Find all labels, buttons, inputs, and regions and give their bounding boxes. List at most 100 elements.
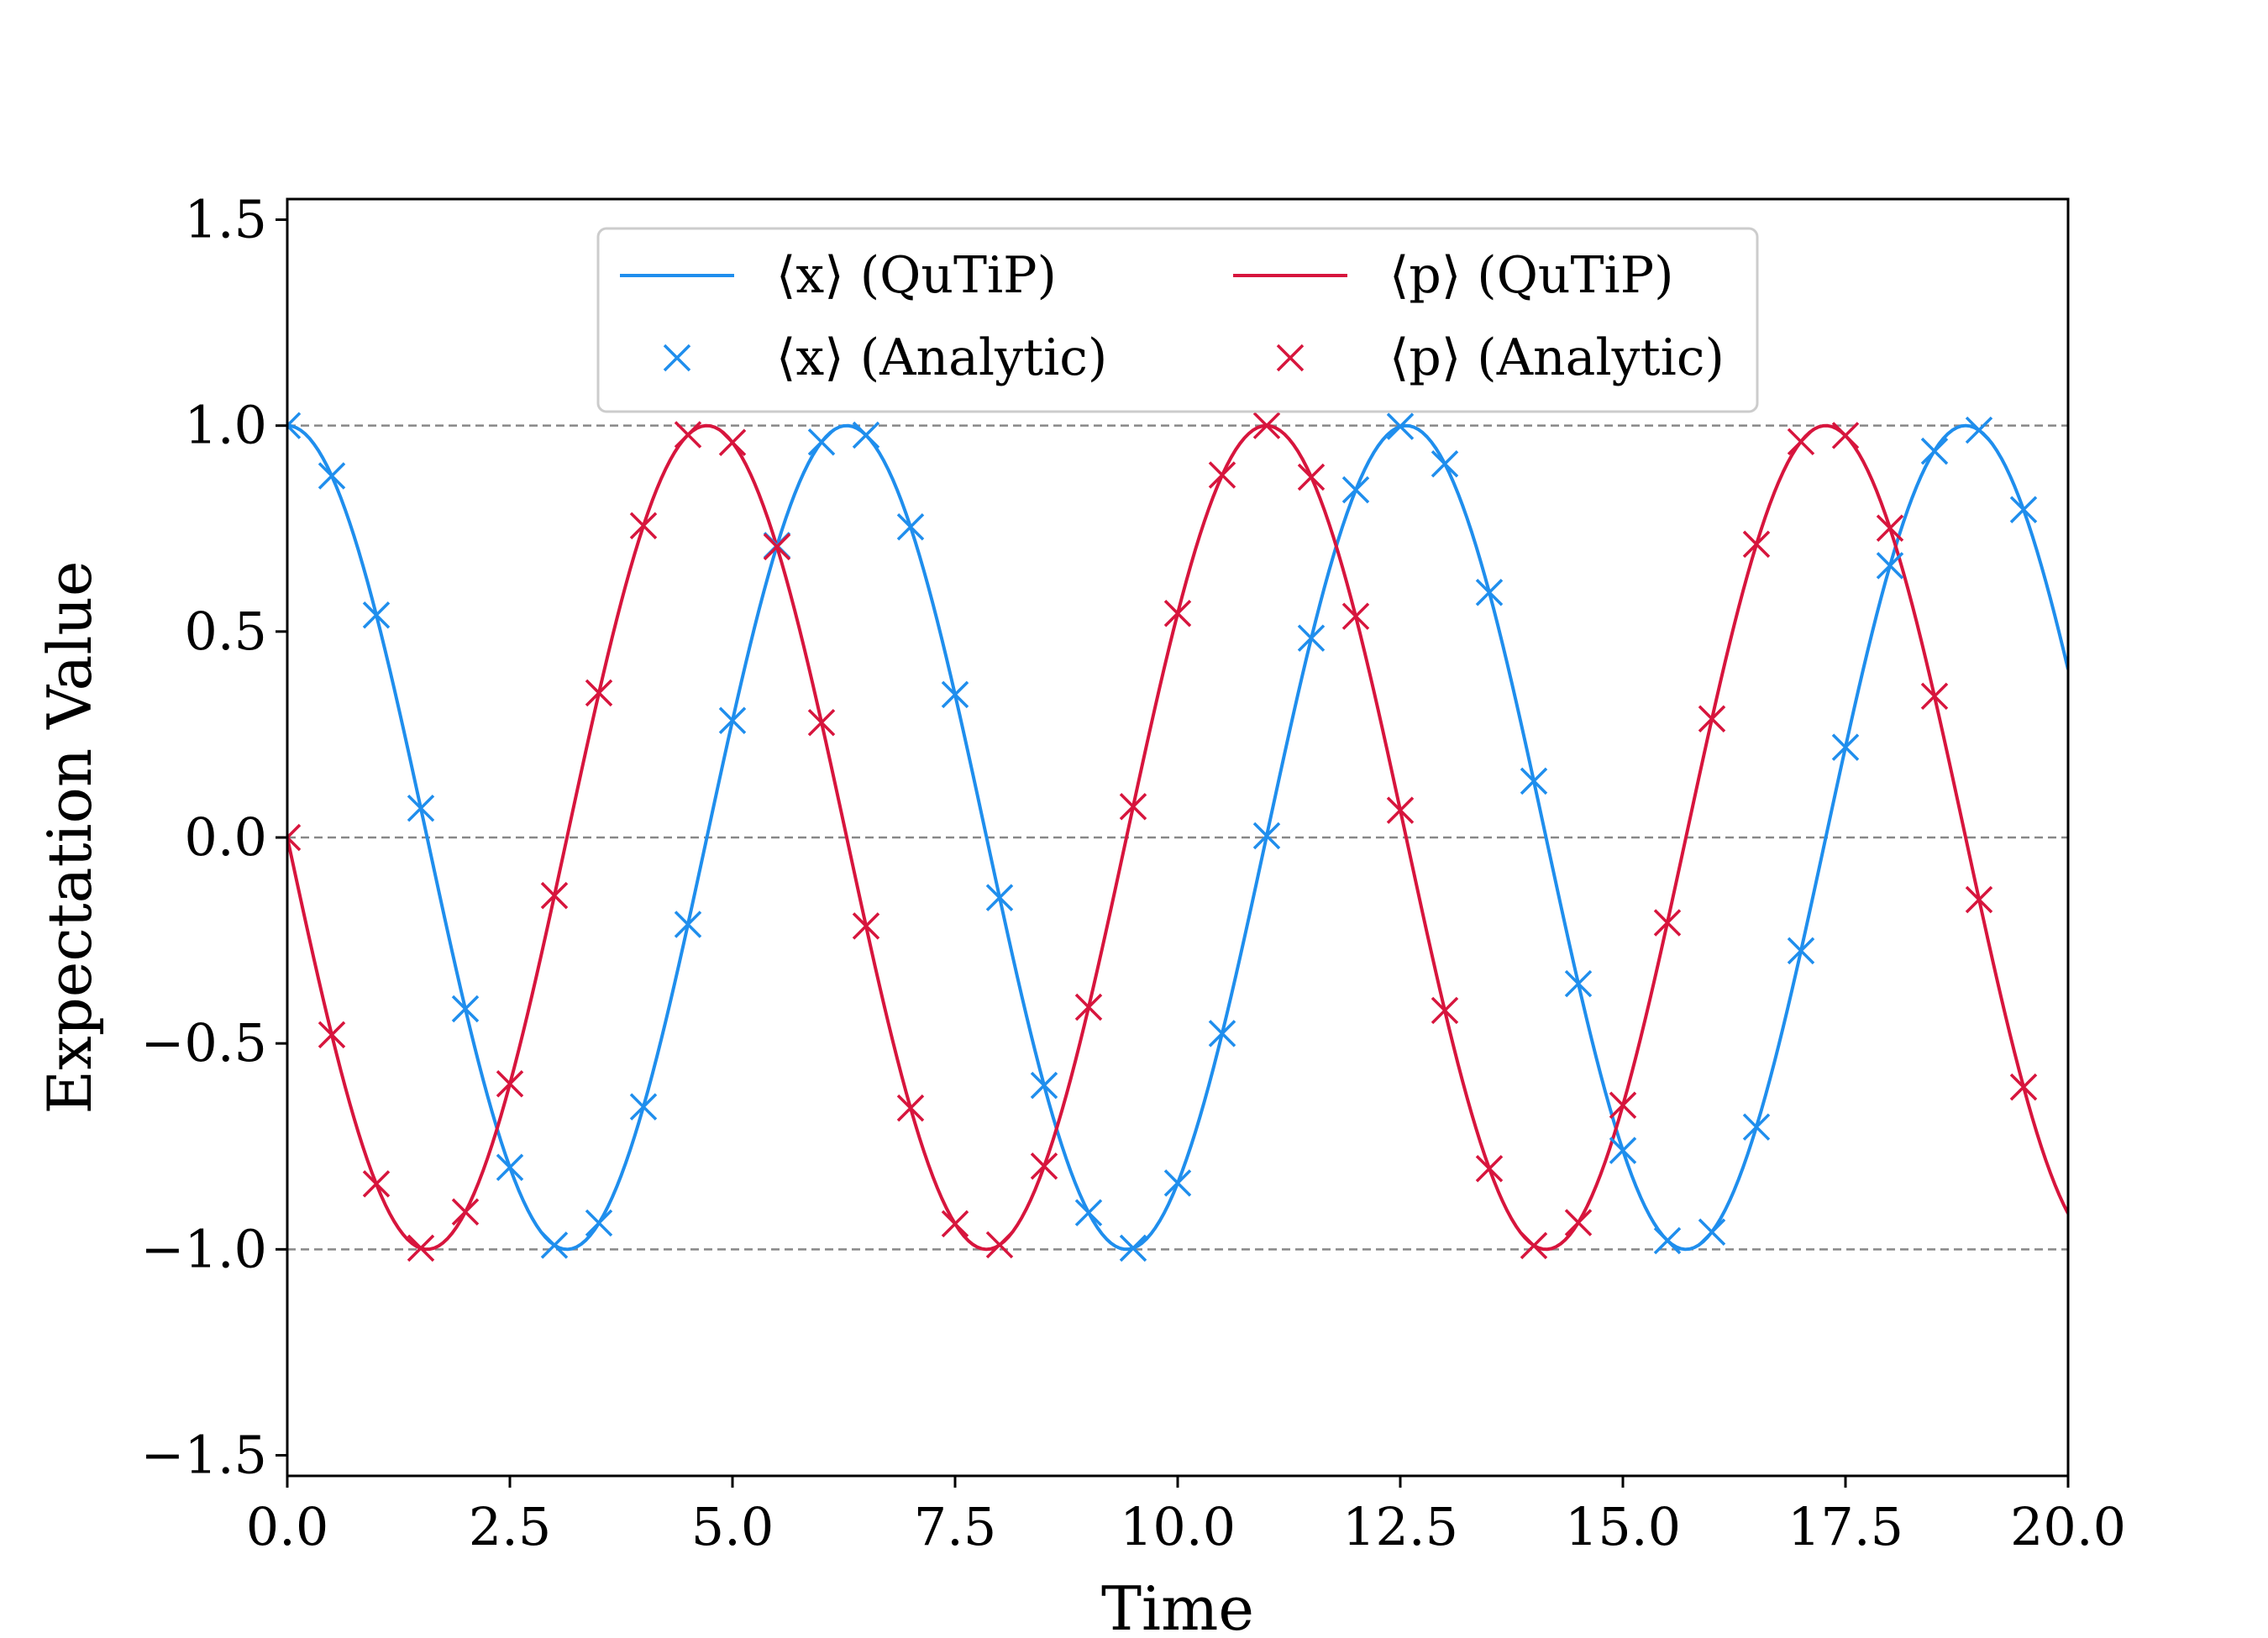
data-point-marker	[1074, 993, 1103, 1021]
data-point-marker	[1787, 428, 1815, 456]
data-point-marker	[1386, 412, 1415, 440]
data-point-marker	[1252, 412, 1281, 439]
data-point-marker	[362, 1170, 391, 1198]
x-axis-label: Time	[1101, 1573, 1254, 1638]
legend-label: ⟨x⟩ (Analytic)	[776, 328, 1107, 387]
data-point-marker	[1876, 552, 1904, 580]
data-point-marker	[1831, 422, 1860, 449]
data-point-marker	[1074, 1199, 1103, 1226]
x-tick-label: 7.5	[914, 1496, 997, 1557]
data-point-marker	[1119, 792, 1147, 821]
data-point-marker	[1653, 1226, 1682, 1255]
legend: ⟨x⟩ (QuTiP) ⟨p⟩ (QuTiP) ⟨x⟩ (Analytic) ⟨p⟩ …	[596, 227, 1759, 413]
data-point-marker	[1163, 1169, 1192, 1197]
data-point-marker	[1297, 624, 1326, 652]
data-point-marker	[1742, 1113, 1771, 1141]
data-point-marker	[1208, 461, 1236, 489]
y-tick-label: 1.0	[184, 395, 267, 456]
legend-marker-swatch	[663, 344, 691, 372]
data-point-marker	[318, 462, 346, 490]
data-point-marker	[1653, 909, 1682, 937]
plot-area	[287, 412, 2068, 1263]
x-tick-label: 0.0	[246, 1496, 329, 1557]
data-point-marker	[1386, 796, 1415, 824]
data-point-marker	[941, 680, 969, 709]
data-point-marker	[896, 513, 925, 541]
data-point-marker	[1208, 1020, 1236, 1047]
data-point-marker	[1475, 579, 1504, 606]
data-point-marker	[451, 1198, 480, 1226]
data-point-marker	[1742, 530, 1771, 559]
data-point-marker	[1119, 1234, 1147, 1263]
y-tick-label: −1.0	[140, 1218, 267, 1279]
data-point-marker	[1609, 1137, 1637, 1164]
data-point-marker	[496, 1069, 524, 1098]
data-point-marker	[287, 823, 302, 852]
data-point-marker	[1787, 937, 1815, 965]
data-point-marker	[807, 708, 836, 737]
data-point-marker	[674, 421, 702, 449]
data-point-marker	[1609, 1091, 1637, 1119]
data-point-marker	[1297, 463, 1326, 491]
x-tick-label: 10.0	[1120, 1496, 1236, 1557]
data-point-marker	[807, 428, 836, 456]
data-point-marker	[540, 1231, 569, 1259]
data-point-marker	[1520, 767, 1548, 795]
data-point-marker	[1920, 437, 1949, 465]
data-point-marker	[451, 995, 480, 1023]
data-point-marker	[1341, 475, 1370, 504]
y-tick-label: 1.5	[184, 189, 267, 250]
data-point-marker	[1431, 996, 1459, 1025]
x-tick-label: 12.5	[1342, 1496, 1458, 1557]
data-point-marker	[287, 412, 302, 439]
data-point-marker	[585, 679, 613, 707]
x-tick-label: 15.0	[1565, 1496, 1681, 1557]
y-tick-label: −1.5	[140, 1424, 267, 1485]
data-point-marker	[2009, 496, 2038, 523]
data-point-marker	[629, 512, 658, 540]
data-point-marker	[1030, 1152, 1058, 1180]
x-tick-label: 20.0	[2010, 1496, 2126, 1557]
legend-box	[596, 227, 1759, 413]
reference-lines	[287, 424, 2068, 1251]
y-axis-label: Expectation Value	[34, 561, 105, 1115]
data-point-marker	[496, 1153, 524, 1181]
x-tick-label: 17.5	[1788, 1496, 1903, 1557]
legend-label: ⟨p⟩ (QuTiP)	[1389, 246, 1674, 305]
data-point-marker	[718, 706, 747, 734]
y-tick-label: −0.5	[140, 1012, 267, 1074]
data-point-marker	[1520, 1231, 1548, 1260]
legend-marker-swatch	[1276, 344, 1305, 372]
data-point-marker	[852, 421, 880, 449]
data-point-marker	[1341, 602, 1370, 630]
data-point-marker	[1564, 1209, 1593, 1236]
data-point-marker	[362, 601, 391, 629]
data-point-marker	[985, 884, 1014, 911]
data-point-marker	[1698, 705, 1726, 733]
data-point-marker	[763, 533, 791, 561]
data-point-marker	[1475, 1154, 1504, 1183]
data-point-marker	[407, 794, 435, 822]
data-point-marker	[1163, 600, 1192, 627]
data-point-marker	[852, 912, 880, 940]
data-point-marker	[1030, 1071, 1058, 1100]
data-point-marker	[1431, 450, 1459, 478]
data-point-marker	[629, 1093, 658, 1121]
data-point-marker	[1920, 682, 1949, 711]
data-point-marker	[2009, 1073, 2038, 1101]
data-point-marker	[985, 1231, 1014, 1259]
data-point-marker	[1876, 514, 1904, 543]
y-axis-ticks: −1.5 −1.0 −0.5 0.0 0.5 1.0 1.5	[140, 189, 287, 1485]
data-point-marker	[718, 428, 747, 457]
data-point-marker	[1965, 416, 1993, 444]
data-point-marker	[941, 1210, 969, 1238]
data-point-marker	[1564, 969, 1593, 998]
x-tick-label: 5.0	[691, 1496, 774, 1557]
data-point-marker	[407, 1234, 435, 1263]
data-point-marker	[540, 881, 569, 910]
x-tick-label: 2.5	[469, 1496, 552, 1557]
x-axis-ticks: 0.0 2.5 5.0 7.5 10.0 12.5 15.0 17.5 20.0	[246, 1476, 2126, 1557]
data-point-marker	[585, 1209, 613, 1237]
data-point-marker	[896, 1094, 925, 1122]
